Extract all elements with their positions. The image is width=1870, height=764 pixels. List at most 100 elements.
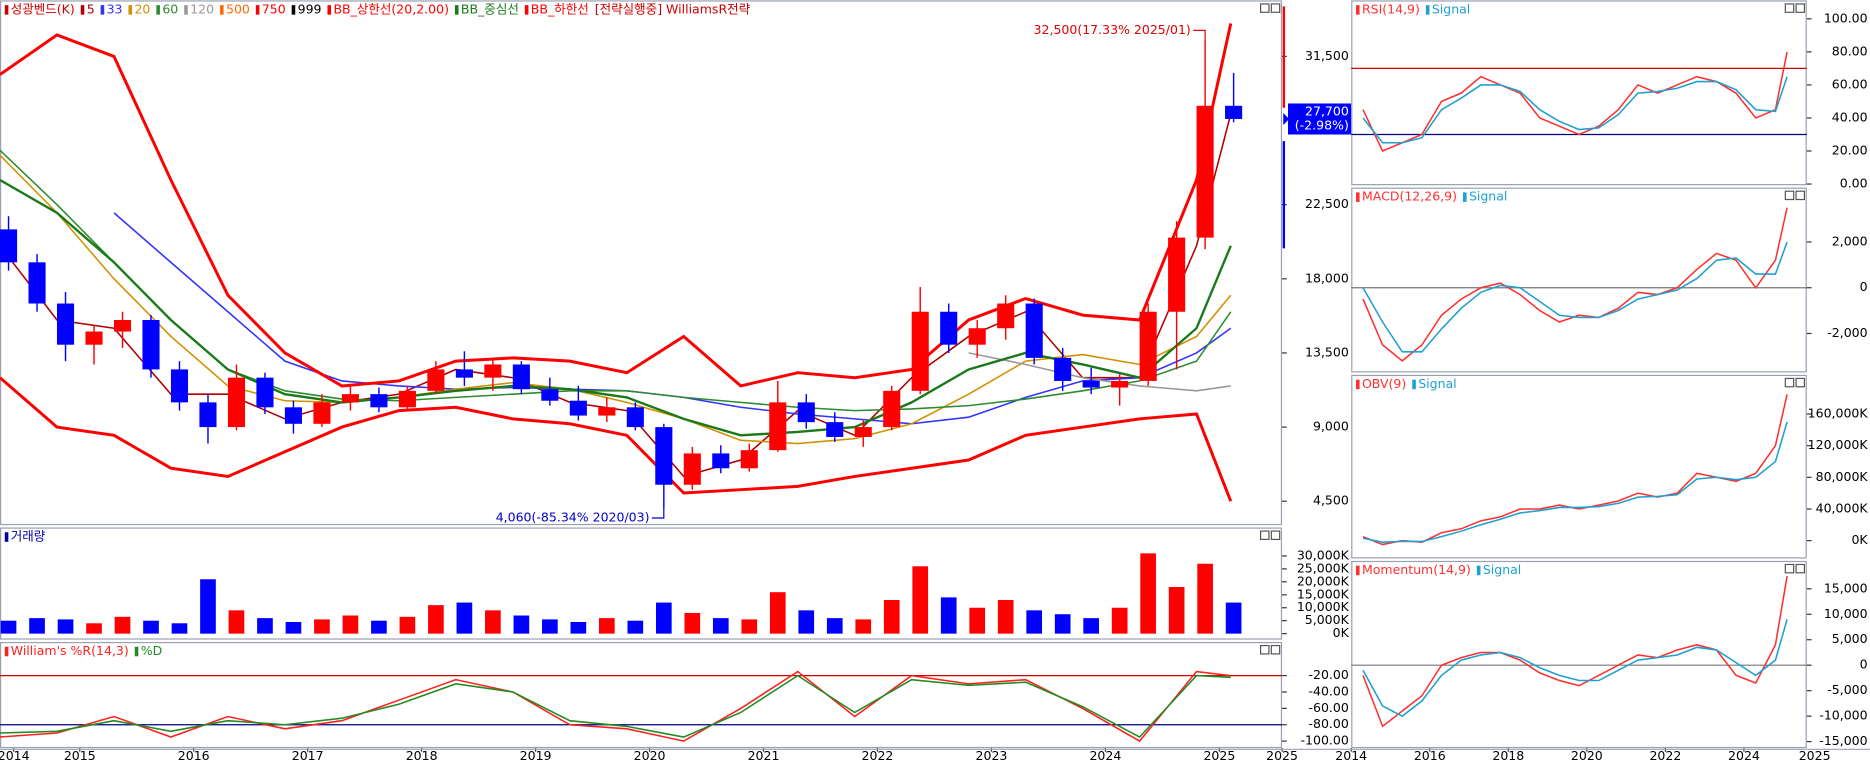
x-tick-label: 2025 — [1266, 748, 1298, 763]
volume-bar — [29, 618, 45, 634]
x-tick-label: 2022 — [1649, 748, 1681, 763]
panel-button — [1270, 3, 1281, 13]
legend-swatch — [454, 5, 459, 15]
x-tick-label: 2020 — [1571, 748, 1603, 763]
x-tick-label: 2024 — [1728, 748, 1760, 763]
legend-label: MACD(12,26,9) — [1362, 189, 1457, 204]
candle-body — [569, 400, 587, 416]
legend-swatch — [4, 5, 9, 15]
y-tick-label: 20,000K — [1297, 573, 1350, 588]
volume-bar — [769, 592, 786, 634]
x-tick-label: 2024 — [1089, 748, 1121, 763]
volume-bar — [1197, 563, 1213, 634]
volume-bar — [228, 610, 245, 634]
legend-label: RSI(14,9) — [1362, 1, 1420, 16]
volume-bar — [114, 616, 131, 634]
candle-body — [997, 303, 1015, 329]
series-line — [1362, 51, 1788, 152]
legend-label: Signal — [1469, 189, 1507, 204]
y-tick-label: 100.00 — [1824, 10, 1868, 25]
legend-swatch — [128, 5, 133, 15]
y-tick-label: -100.00 — [1301, 733, 1349, 748]
candle-body — [284, 407, 302, 424]
legend-label: 20 — [134, 1, 150, 16]
legend-label: Signal — [1418, 376, 1456, 391]
x-tick-label: 2016 — [1414, 748, 1446, 763]
legend-swatch — [327, 5, 332, 15]
legend-swatch — [220, 5, 224, 15]
y-tick-label: 40.00 — [1832, 109, 1868, 124]
legend-label: 33 — [107, 1, 123, 16]
candle-body — [113, 319, 132, 332]
volume-bar — [1168, 587, 1185, 634]
candle-body — [626, 407, 644, 428]
candle-body — [683, 453, 701, 485]
candle-body — [1139, 311, 1157, 381]
candle-body — [797, 402, 815, 423]
y-tick-label: 4,500 — [1313, 493, 1349, 508]
x-tick-label: 2018 — [1492, 748, 1524, 763]
annotation-leader — [651, 508, 665, 519]
last-price-change: (-2.98%) — [1295, 118, 1349, 133]
annotation: 4,060(-85.34% 2020/03) — [496, 510, 650, 525]
volume-bar — [969, 607, 986, 634]
legend-label: 500 — [226, 1, 250, 16]
y-tick-label: 31,500 — [1305, 48, 1349, 63]
volume-bar — [997, 599, 1014, 634]
legend-swatch — [1355, 5, 1360, 15]
annotation: 32,500(17.33% 2025/01) — [1034, 22, 1191, 37]
volume-bar — [0, 620, 17, 634]
panel-button — [1259, 644, 1270, 655]
y-tick-label: 22,500 — [1305, 196, 1349, 211]
legend-swatch — [1412, 379, 1416, 390]
volume-bar — [86, 623, 102, 634]
x-tick-label: 2016 — [178, 748, 210, 763]
candle-body — [0, 229, 18, 263]
y-tick-label: -80.00 — [1308, 716, 1348, 731]
series-line — [0, 376, 1233, 502]
panel-button — [1784, 190, 1795, 201]
x-tick-label: 2017 — [292, 748, 324, 763]
panel-frame — [0, 641, 1283, 749]
volume-bar — [1111, 607, 1128, 634]
volume-bar — [257, 618, 273, 634]
candle-body — [455, 369, 473, 378]
volume-bar — [1083, 618, 1099, 634]
volume-bar — [627, 620, 644, 634]
y-tick-label: 25,000K — [1297, 560, 1350, 575]
y-tick-label: -15,000 — [1819, 733, 1867, 748]
legend-label: OBV(9) — [1362, 376, 1406, 391]
volume-bar — [456, 602, 473, 634]
y-tick-label: 10,000K — [1297, 599, 1350, 614]
y-tick-label: 0 — [1860, 279, 1868, 294]
x-tick-label: 2025 — [1203, 748, 1235, 763]
volume-bar — [399, 616, 416, 634]
candle-body — [1168, 237, 1186, 312]
candle-body — [1111, 380, 1129, 388]
volume-bar — [599, 618, 615, 634]
volume-bar — [1225, 602, 1242, 634]
legend-label: 거래량 — [11, 529, 46, 544]
candle-body — [484, 364, 502, 378]
candle-body — [227, 377, 246, 428]
strategy-label: [전략실행중] WilliamsR전략 — [595, 1, 751, 16]
y-tick-label: 18,000 — [1305, 270, 1349, 285]
series-line — [1362, 421, 1788, 543]
x-tick-label: 2015 — [64, 748, 96, 763]
candle-body — [911, 311, 929, 391]
legend-swatch — [184, 5, 188, 15]
panel-frame — [1351, 0, 1807, 186]
x-tick-label: 2014 — [1335, 748, 1367, 763]
legend-swatch — [4, 646, 9, 657]
x-tick-label: 2018 — [406, 748, 438, 763]
series-line — [1362, 207, 1788, 362]
volume-bar — [57, 619, 74, 634]
panel-button — [1795, 190, 1806, 201]
y-tick-label: 30,000K — [1297, 547, 1350, 562]
volume-bar — [1140, 553, 1156, 634]
volume-bar — [912, 566, 929, 634]
candle-body — [341, 394, 359, 403]
